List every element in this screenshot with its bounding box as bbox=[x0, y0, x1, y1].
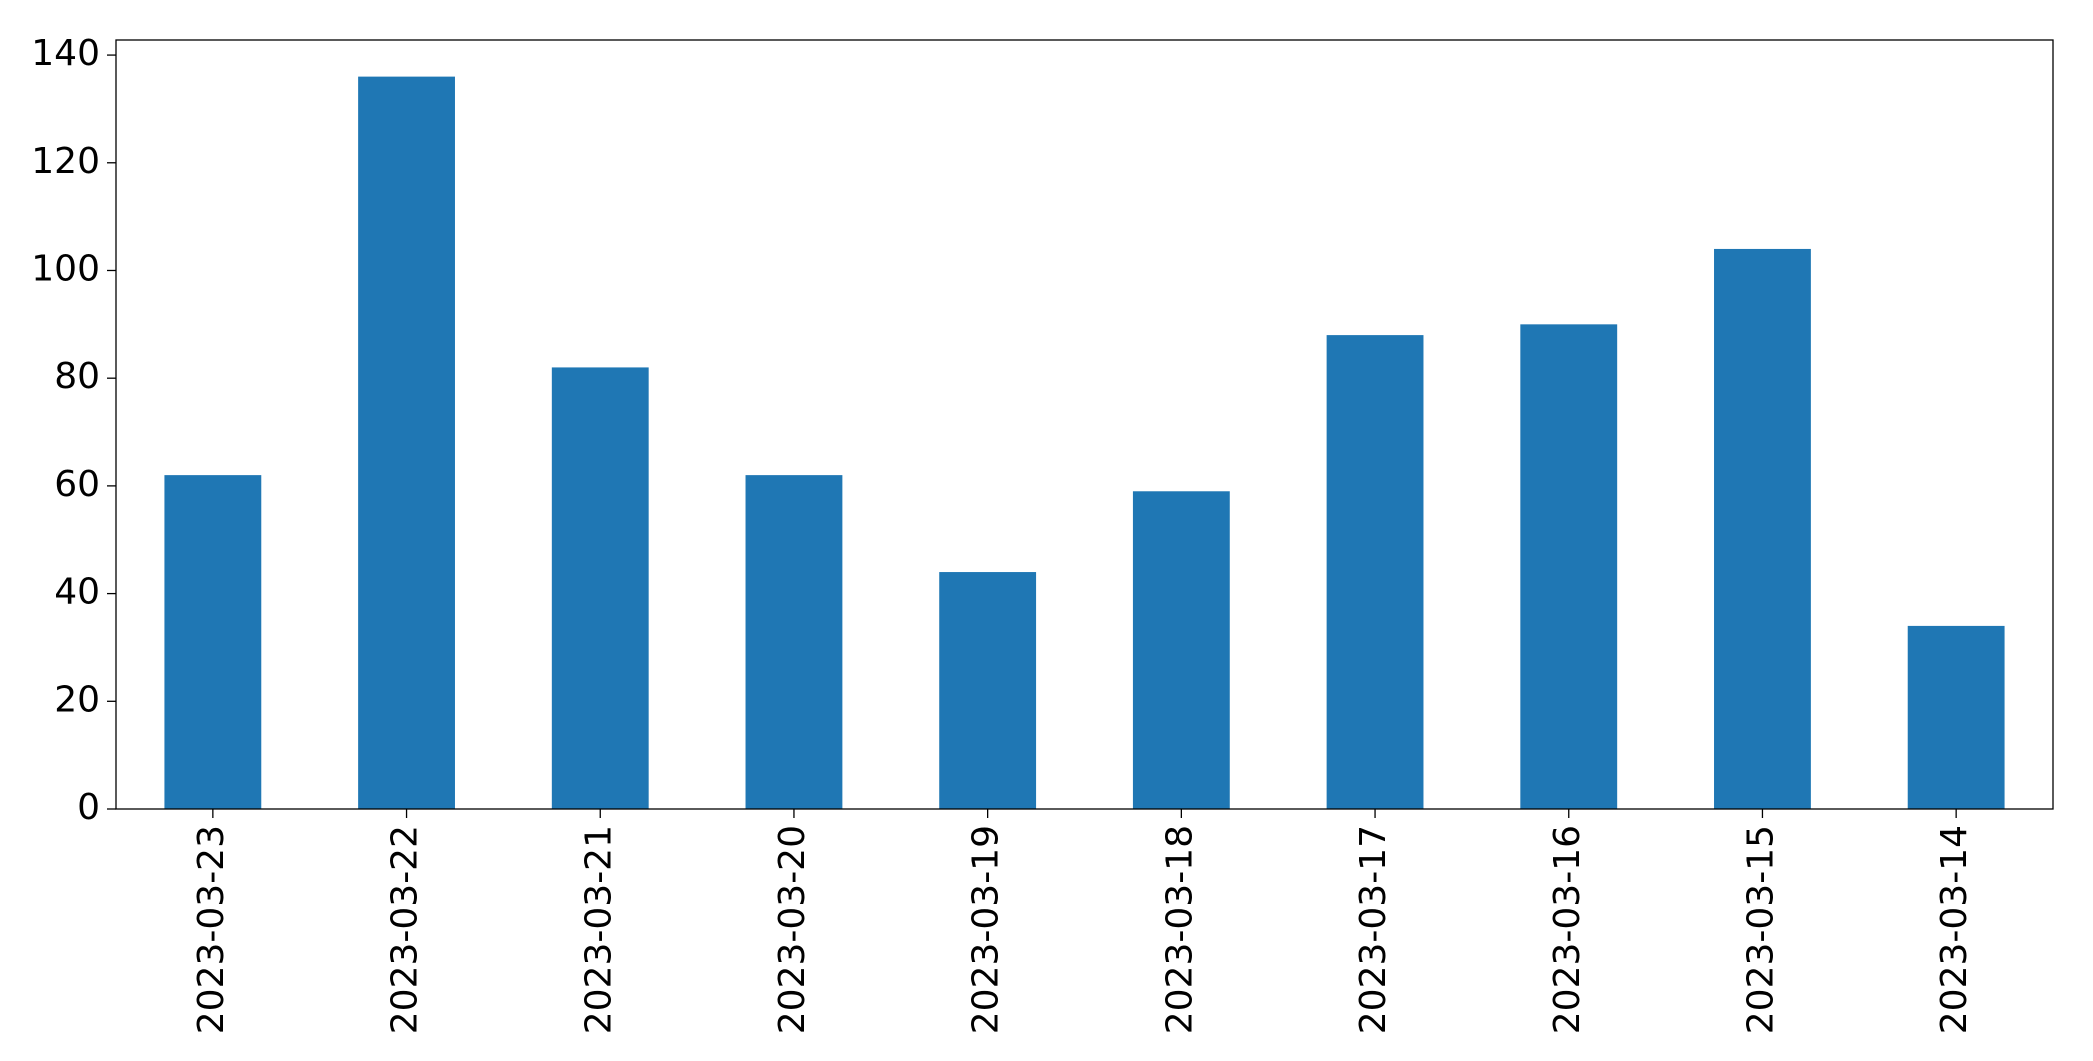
y-tick-label: 60 bbox=[54, 464, 100, 505]
x-tick-label: 2023-03-19 bbox=[966, 825, 1007, 1034]
x-tick-label: 2023-03-14 bbox=[1934, 825, 1975, 1034]
bar bbox=[164, 475, 262, 809]
y-tick-label: 0 bbox=[77, 787, 100, 828]
y-tick-label: 140 bbox=[31, 33, 100, 74]
x-tick-label: 2023-03-20 bbox=[772, 825, 813, 1034]
bar bbox=[551, 367, 649, 809]
x-tick-label: 2023-03-22 bbox=[385, 825, 426, 1034]
bar bbox=[1907, 625, 2005, 809]
x-tick-label: 2023-03-17 bbox=[1353, 825, 1394, 1034]
bar bbox=[1714, 248, 1811, 810]
bar bbox=[358, 76, 455, 810]
y-tick-label: 80 bbox=[54, 356, 100, 397]
y-tick-label: 40 bbox=[54, 572, 100, 613]
x-tick-label: 2023-03-23 bbox=[191, 825, 232, 1034]
x-tick-label: 2023-03-21 bbox=[578, 825, 619, 1034]
bar bbox=[939, 572, 1037, 809]
bar bbox=[1520, 324, 1618, 809]
bar bbox=[1132, 491, 1230, 809]
plot-frame bbox=[115, 39, 2054, 810]
x-tick-label: 2023-03-15 bbox=[1740, 825, 1781, 1034]
x-tick-label: 2023-03-16 bbox=[1547, 825, 1588, 1034]
y-tick-label: 100 bbox=[31, 248, 100, 289]
y-tick-label: 120 bbox=[31, 141, 100, 182]
x-tick-label: 2023-03-18 bbox=[1159, 825, 1200, 1034]
y-tick-label: 20 bbox=[54, 679, 100, 720]
bar bbox=[745, 475, 843, 809]
bar bbox=[1326, 335, 1424, 809]
